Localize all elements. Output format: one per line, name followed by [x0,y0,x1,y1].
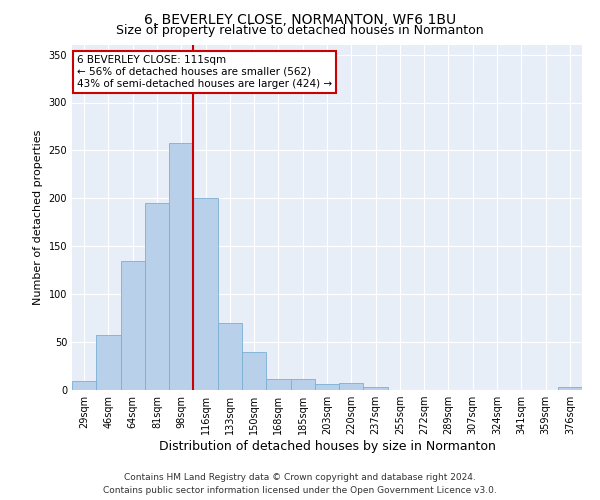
Text: Contains HM Land Registry data © Crown copyright and database right 2024.
Contai: Contains HM Land Registry data © Crown c… [103,474,497,495]
Bar [169,143,193,390]
Bar [242,352,266,390]
Text: Size of property relative to detached houses in Normanton: Size of property relative to detached ho… [116,24,484,37]
Bar [218,323,242,390]
Bar [121,260,145,390]
Bar [72,382,96,390]
Bar [315,384,339,390]
Bar [339,384,364,390]
Bar [145,203,169,390]
Bar [96,336,121,390]
Text: 6 BEVERLEY CLOSE: 111sqm
← 56% of detached houses are smaller (562)
43% of semi-: 6 BEVERLEY CLOSE: 111sqm ← 56% of detach… [77,56,332,88]
Bar [266,378,290,390]
X-axis label: Distribution of detached houses by size in Normanton: Distribution of detached houses by size … [158,440,496,453]
Bar [364,387,388,390]
Bar [558,387,582,390]
Bar [193,198,218,390]
Bar [290,378,315,390]
Text: 6, BEVERLEY CLOSE, NORMANTON, WF6 1BU: 6, BEVERLEY CLOSE, NORMANTON, WF6 1BU [144,12,456,26]
Y-axis label: Number of detached properties: Number of detached properties [33,130,43,305]
